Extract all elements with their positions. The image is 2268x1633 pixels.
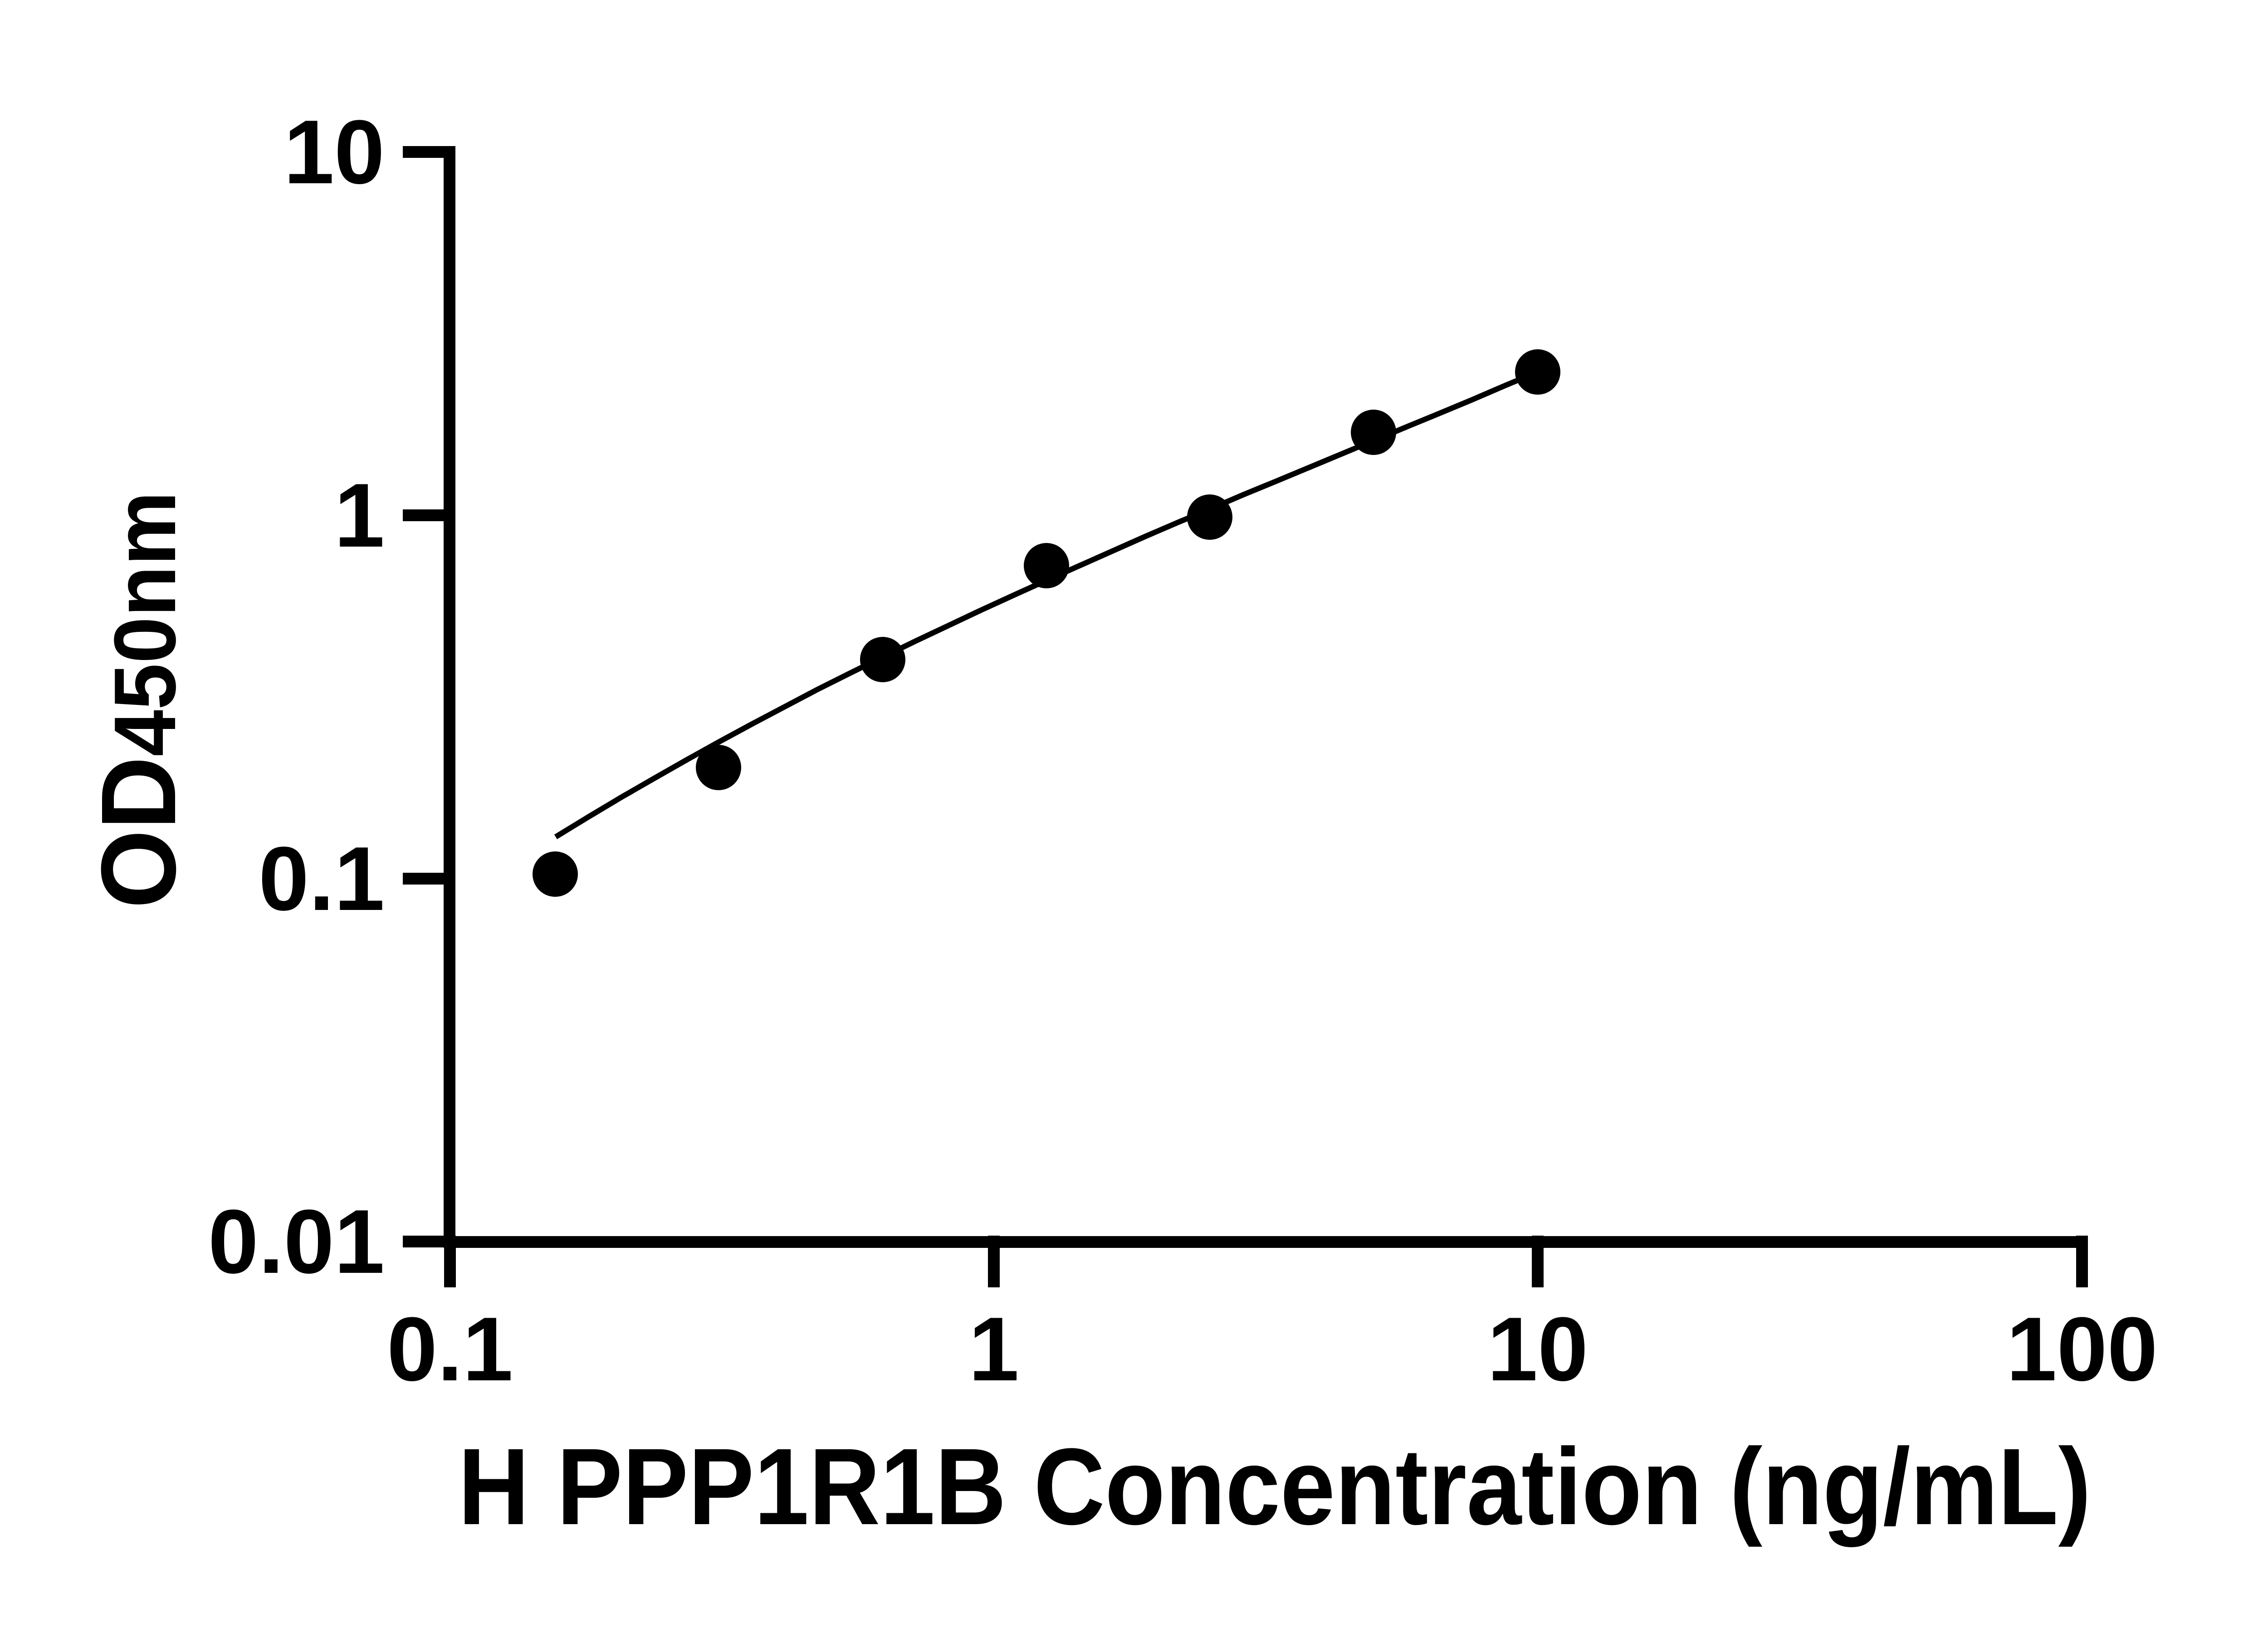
svg-text:100: 100 xyxy=(2006,1299,2158,1400)
svg-text:0.1: 0.1 xyxy=(259,828,385,929)
svg-text:1: 1 xyxy=(334,465,385,566)
svg-text:OD450nm: OD450nm xyxy=(79,491,198,909)
svg-text:10: 10 xyxy=(284,102,385,203)
svg-text:H PPP1R1B Concentration (ng/mL: H PPP1R1B Concentration (ng/mL) xyxy=(458,1426,2091,1547)
svg-text:10: 10 xyxy=(1487,1299,1588,1400)
svg-text:0.1: 0.1 xyxy=(387,1299,513,1400)
svg-text:0.01: 0.01 xyxy=(208,1191,385,1292)
svg-text:1: 1 xyxy=(968,1299,1019,1400)
